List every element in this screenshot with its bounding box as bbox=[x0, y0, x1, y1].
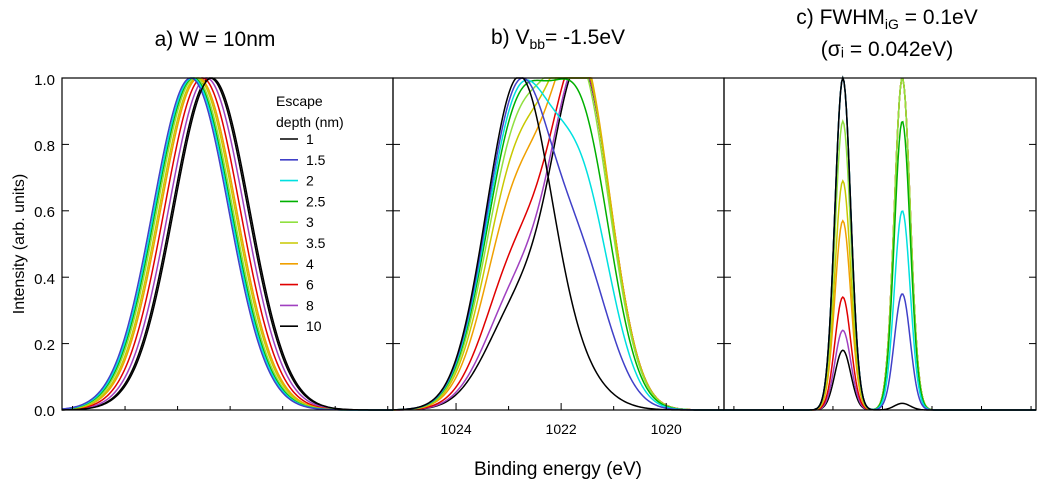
series-line-6 bbox=[724, 77, 1036, 411]
series-line-8 bbox=[724, 77, 1036, 411]
series-line-1-5 bbox=[724, 75, 1036, 411]
legend-label: 2 bbox=[306, 173, 314, 189]
plot-area: 1024 1022 1020 bbox=[61, 75, 1037, 437]
legend: 1 1.5 2 2.5 3 3.5 4 6 8 10 bbox=[280, 131, 326, 334]
legend-label: 10 bbox=[306, 318, 322, 334]
legend-label: 6 bbox=[306, 277, 314, 293]
legend-label: 8 bbox=[306, 297, 314, 313]
legend-label: 4 bbox=[306, 256, 314, 272]
series-line-1 bbox=[61, 77, 393, 411]
panel-b: 1024 1022 1020 bbox=[392, 77, 725, 437]
legend-title-line2: depth (nm) bbox=[276, 114, 344, 130]
panel-c bbox=[723, 75, 1037, 411]
series-line-2 bbox=[392, 79, 724, 411]
panel-c-title-line1: c) FWHMiG = 0.1eV bbox=[796, 6, 977, 32]
panel-b-title: b) Vbb= -1.5eV bbox=[491, 26, 625, 52]
panel-a-title: a) W = 10nm bbox=[155, 28, 276, 51]
legend-label: 1.5 bbox=[306, 152, 326, 168]
panel-a bbox=[61, 77, 394, 411]
y-tick-label: 0.6 bbox=[34, 204, 55, 221]
legend-label: 2.5 bbox=[306, 193, 326, 209]
y-tick-label: 1.0 bbox=[34, 72, 55, 89]
y-tick-label: 0.4 bbox=[34, 271, 55, 288]
y-tick-label: 0.0 bbox=[34, 403, 55, 420]
x-axis-label: Binding energy (eV) bbox=[474, 459, 642, 480]
x-tick-label: 1024 bbox=[440, 421, 471, 437]
series-line-3 bbox=[724, 77, 1036, 411]
series-line-2-5 bbox=[724, 75, 1036, 411]
y-axis-label: Intensity (arb. units) bbox=[11, 174, 28, 315]
series-line-10 bbox=[393, 77, 724, 411]
legend-label: 1 bbox=[306, 131, 314, 147]
series-line-2-5 bbox=[392, 78, 724, 411]
legend-label: 3 bbox=[306, 214, 314, 230]
series-line-3-5 bbox=[724, 77, 1036, 411]
panel-c-title-line2: (σᵢ = 0.042eV) bbox=[821, 38, 953, 61]
series-line-1 bbox=[724, 75, 1036, 411]
x-tick-label: 1020 bbox=[651, 421, 682, 437]
series-line-4 bbox=[724, 77, 1036, 411]
y-tick-label: 0.2 bbox=[34, 337, 55, 354]
series-line-2 bbox=[724, 75, 1036, 411]
legend-label: 3.5 bbox=[306, 235, 326, 251]
y-tick-label: 0.8 bbox=[34, 138, 55, 155]
x-tick-label: 1022 bbox=[546, 421, 577, 437]
y-tick-labels: 0.0 0.2 0.4 0.6 0.8 1.0 bbox=[34, 72, 55, 420]
series-line-10 bbox=[724, 77, 1036, 411]
panel-frame bbox=[723, 77, 1037, 411]
legend-title-line1: Escape bbox=[276, 93, 323, 109]
